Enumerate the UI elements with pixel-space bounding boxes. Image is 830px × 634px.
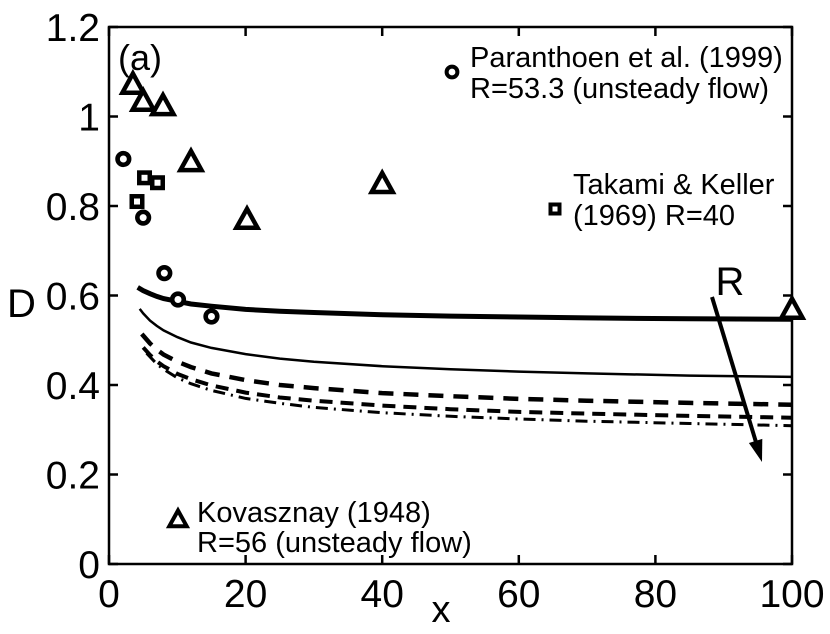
legend-marker-square (548, 202, 562, 216)
y-tick-label: 0.2 (46, 455, 100, 498)
data-point-triangle (367, 168, 397, 195)
data-point-triangle (777, 294, 807, 320)
y-tick-label: 0.8 (46, 186, 100, 229)
drag-curve-4-dashed (141, 346, 793, 420)
data-point-triangle (148, 90, 178, 117)
data-point-triangle (118, 68, 148, 95)
data-point-triangle (176, 146, 206, 173)
data-point-triangle (128, 85, 158, 112)
y-tick-label: 0.6 (46, 276, 100, 319)
x-tick-label: 0 (98, 573, 120, 616)
x-tick-label: 60 (497, 573, 540, 616)
plot-border (107, 25, 794, 566)
x-tick-label: 20 (224, 573, 267, 616)
legend-text-takami-squares: (1969) R=40 (573, 200, 735, 232)
legend-marker-triangle (165, 506, 191, 529)
legend-text-paranthoen-circles: Paranthoen et al. (1999) (470, 42, 783, 74)
legend-text-paranthoen-circles: R=53.3 (unsteady flow) (470, 73, 769, 105)
r-arrow-label: R (716, 260, 745, 304)
drag-curve-1-solid-thick (136, 285, 793, 322)
panel-label: (a) (118, 37, 162, 78)
data-point-circle (169, 291, 187, 308)
y-axis-label: D (7, 282, 36, 326)
drag-curve-2-solid-thin (138, 308, 793, 379)
x-tick-label: 80 (634, 573, 677, 616)
drag-curve-5-dash-dot (145, 352, 793, 428)
data-point-square (149, 175, 165, 191)
y-tick-label: 0 (78, 544, 100, 587)
x-tick-label: 100 (759, 573, 824, 616)
y-tick-label: 1.2 (46, 7, 100, 50)
r-increase-arrow-shaft (710, 296, 760, 450)
legend-marker-circle (444, 64, 460, 80)
x-tick-label: 40 (361, 573, 404, 616)
y-tick-label: 0.4 (46, 365, 100, 408)
data-point-circle (115, 150, 132, 168)
data-point-circle (156, 265, 173, 282)
r-increase-arrow-head (748, 438, 763, 462)
data-point-square (129, 194, 145, 210)
data-point-circle (203, 308, 220, 325)
drag-curve-3-dashed-thick (140, 332, 793, 407)
legend-text-takami-squares: Takami & Keller (573, 169, 775, 201)
legend-text-kovasznay-triangles: Kovasznay (1948) (197, 497, 431, 529)
data-point-circle (135, 209, 152, 226)
x-axis-label: x (432, 589, 451, 631)
data-point-triangle (232, 204, 262, 231)
legend-text-kovasznay-triangles: R=56 (unsteady flow) (197, 527, 472, 559)
data-point-square (137, 170, 153, 186)
y-tick-label: 1 (78, 97, 100, 140)
